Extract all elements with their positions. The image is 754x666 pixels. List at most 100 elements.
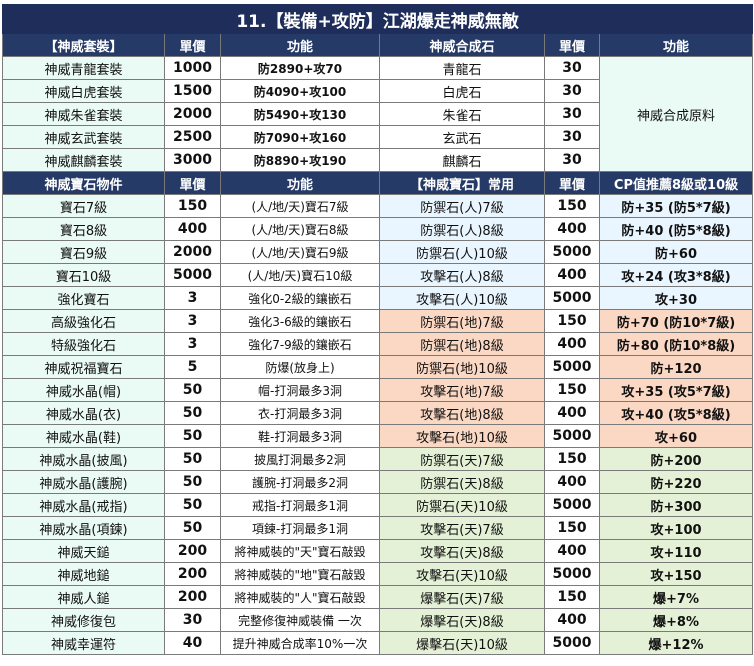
cp-recommend: 防+60 <box>598 240 754 264</box>
cp-recommend: 攻+24 (攻3*8級) <box>598 263 754 287</box>
item-row: 神威水晶(護腕) 50 護腕-打洞最多2洞 防禦石(天)8級 400 防+220 <box>2 470 754 494</box>
item-row: 神威地鎚 200 將神威裝的"地"寶石敲毀 攻擊石(天)10級 5000 攻+150 <box>2 562 754 586</box>
gem-price: 150 <box>544 585 600 609</box>
item-name: 神威地鎚 <box>2 562 165 586</box>
item-name: 特級強化石 <box>2 332 165 356</box>
section1-header-row: 【神威套裝】 單價 功能 神威合成石 單價 功能 <box>2 33 754 57</box>
item-row: 神威人鎚 200 將神威裝的"人"寶石敲毀 爆擊石(天)7級 150 爆+7% <box>2 585 754 609</box>
set-function: 防2890+攻70 <box>220 56 380 80</box>
gem-name: 爆擊石(天)8級 <box>379 608 545 632</box>
cp-recommend: 防+40 (防5*8級) <box>598 217 754 241</box>
item-price: 200 <box>164 562 221 586</box>
stone-price: 30 <box>544 79 600 103</box>
set-price: 3000 <box>164 148 221 172</box>
set-row: 神威玄武套裝 2500 防7090+攻160 玄武石 30 <box>2 125 753 149</box>
gem-name: 防禦石(地)8級 <box>379 332 545 356</box>
item-price: 50 <box>164 470 221 494</box>
set-price: 2000 <box>164 102 221 126</box>
cp-recommend: 攻+110 <box>598 539 754 563</box>
item-price: 50 <box>164 424 221 448</box>
cp-recommend: 爆+8% <box>598 608 754 632</box>
gem-price: 5000 <box>544 240 600 264</box>
item-price: 5 <box>164 355 221 379</box>
stone-name: 玄武石 <box>379 125 545 149</box>
set-price: 1000 <box>164 56 221 80</box>
item-function: 戒指-打洞最多1洞 <box>220 493 380 517</box>
item-name: 寶石7級 <box>2 194 165 218</box>
header-price: 單價 <box>164 33 221 57</box>
gem-price: 400 <box>544 539 600 563</box>
item-row: 神威幸運符 40 提升神威合成率10%一次 爆擊石(天)10級 5000 爆+12% <box>2 631 754 655</box>
item-function: 強化0-2級的鑲嵌石 <box>220 286 380 310</box>
item-function: 強化7-9級的鑲嵌石 <box>220 332 380 356</box>
set-function: 防7090+攻160 <box>220 125 380 149</box>
header-gem-price: 單價 <box>544 171 600 195</box>
gem-price: 400 <box>544 401 600 425</box>
item-price: 3 <box>164 309 221 333</box>
item-row: 神威祝福寶石 5 防爆(放身上) 防禦石(地)10級 5000 防+120 <box>2 355 754 379</box>
cp-recommend: 防+300 <box>598 493 754 517</box>
item-name: 強化寶石 <box>2 286 165 310</box>
gem-name: 防禦石(人)7級 <box>379 194 545 218</box>
gem-name: 爆擊石(天)10級 <box>379 631 545 655</box>
price-table: 11.【裝備+攻防】江湖爆走神威無敵 【神威套裝】 單價 功能 神威合成石 單價… <box>1 4 754 655</box>
item-name: 神威水晶(護腕) <box>2 470 165 494</box>
stone-note: 神威合成原料 <box>598 56 754 172</box>
set-price: 1500 <box>164 79 221 103</box>
gem-name: 攻擊石(天)10級 <box>379 562 545 586</box>
item-price: 3 <box>164 286 221 310</box>
item-function: 將神威裝的"人"寶石敲毀 <box>220 585 380 609</box>
gem-name: 攻擊石(地)10級 <box>379 424 545 448</box>
item-function: (人/地/天)寶石10級 <box>220 263 380 287</box>
gem-price: 5000 <box>544 286 600 310</box>
item-row: 強化寶石 3 強化0-2級的鑲嵌石 攻擊石(人)10級 5000 攻+30 <box>2 286 754 310</box>
item-row: 寶石8級 400 (人/地/天)寶石8級 防禦石(人)8級 400 防+40 (防5*8級… <box>2 217 754 241</box>
price-table-container: 11.【裝備+攻防】江湖爆走神威無敵 【神威套裝】 單價 功能 神威合成石 單價… <box>1 4 754 655</box>
set-name: 神威朱雀套裝 <box>2 102 165 126</box>
stone-name: 白虎石 <box>379 79 545 103</box>
gem-name: 防禦石(人)8級 <box>379 217 545 241</box>
header-stone-function: 功能 <box>598 33 754 57</box>
item-price: 50 <box>164 516 221 540</box>
gem-price: 400 <box>544 470 600 494</box>
stone-name: 麒麟石 <box>379 148 545 172</box>
item-function: (人/地/天)寶石7級 <box>220 194 380 218</box>
item-row: 寶石9級 2000 (人/地/天)寶石9級 防禦石(人)10級 5000 防+60 <box>2 240 754 264</box>
item-row: 神威水晶(衣) 50 衣-打洞最多3洞 攻擊石(地)8級 400 攻+40 (攻5*8級) <box>2 401 754 425</box>
item-name: 神威天鎚 <box>2 539 165 563</box>
gem-price: 400 <box>544 608 600 632</box>
header-function: 功能 <box>220 33 380 57</box>
stone-price: 30 <box>544 56 600 80</box>
item-function: 衣-打洞最多3洞 <box>220 401 380 425</box>
item-row: 神威水晶(戒指) 50 戒指-打洞最多1洞 防禦石(天)10級 5000 防+300 <box>2 493 754 517</box>
header-item-name: 神威寶石物件 <box>2 171 165 195</box>
cp-recommend: 攻+30 <box>598 286 754 310</box>
item-price: 2000 <box>164 240 221 264</box>
item-function: 防爆(放身上) <box>220 355 380 379</box>
gem-name: 攻擊石(天)7級 <box>379 516 545 540</box>
item-name: 神威水晶(帽) <box>2 378 165 402</box>
cp-recommend: 攻+40 (攻5*8級) <box>598 401 754 425</box>
item-price: 400 <box>164 217 221 241</box>
item-price: 5000 <box>164 263 221 287</box>
gem-price: 150 <box>544 516 600 540</box>
set-row: 神威白虎套裝 1500 防4090+攻100 白虎石 30 <box>2 79 753 103</box>
item-row: 神威水晶(披風) 50 披風打洞最多2洞 防禦石(天)7級 150 防+200 <box>2 447 754 471</box>
header-gem-name: 【神威寶石】常用 <box>379 171 545 195</box>
item-function: 護腕-打洞最多2洞 <box>220 470 380 494</box>
stone-price: 30 <box>544 148 600 172</box>
gem-price: 400 <box>544 217 600 241</box>
item-row: 寶石7級 150 (人/地/天)寶石7級 防禦石(人)7級 150 防+35 (防5*7級… <box>2 194 754 218</box>
item-name: 神威水晶(披風) <box>2 447 165 471</box>
set-row: 神威青龍套裝 1000 防2890+攻70 青龍石 30 神威合成原料 <box>2 56 754 172</box>
cp-recommend: 防+120 <box>598 355 754 379</box>
title-row: 11.【裝備+攻防】江湖爆走神威無敵 <box>1 4 754 34</box>
gem-name: 攻擊石(地)7級 <box>379 378 545 402</box>
gem-price: 5000 <box>544 424 600 448</box>
cp-recommend: 攻+60 <box>598 424 754 448</box>
gem-name: 防禦石(天)7級 <box>379 447 545 471</box>
item-name: 神威水晶(鞋) <box>2 424 165 448</box>
cp-recommend: 防+200 <box>598 447 754 471</box>
item-name: 神威水晶(衣) <box>2 401 165 425</box>
item-function: (人/地/天)寶石8級 <box>220 217 380 241</box>
